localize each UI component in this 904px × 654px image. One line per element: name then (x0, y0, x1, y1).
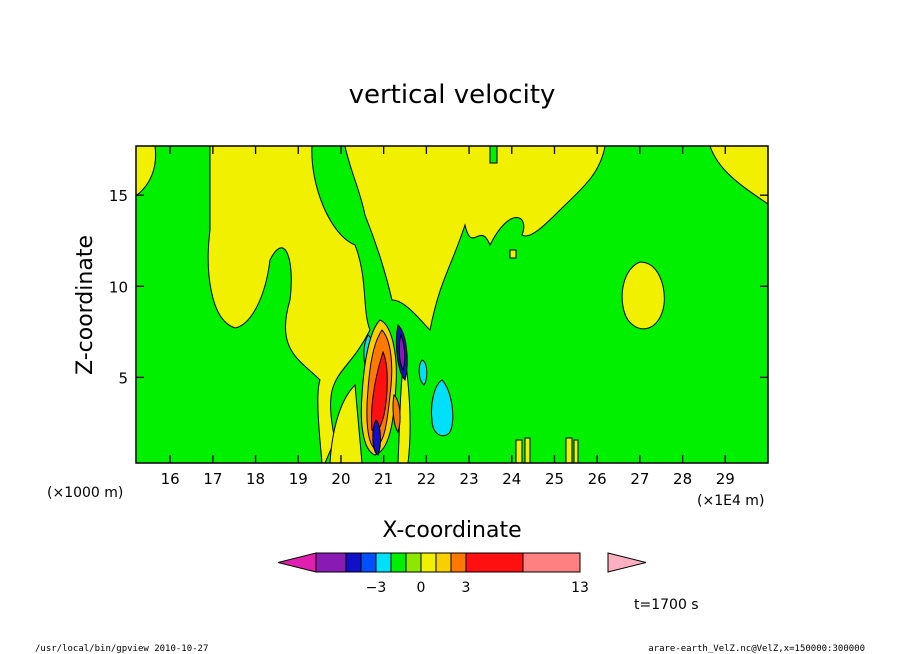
x-tick-label: 21 (374, 470, 393, 488)
x-axis: 16 17 18 19 20 21 22 23 24 25 26 27 28 29 (161, 146, 735, 488)
y-tick-label: 5 (118, 369, 128, 387)
region-yellow-positive (136, 146, 768, 463)
colorbar-label: 0 (417, 580, 426, 596)
colorbar-box (522, 552, 581, 573)
colorbar: −3 0 3 13 (277, 552, 647, 596)
footer-left: /usr/local/bin/gpview 2010-10-27 (35, 644, 208, 654)
x-tick-label: 26 (588, 470, 607, 488)
colorbar-over-triangle (607, 552, 647, 573)
x-tick-label: 20 (331, 470, 350, 488)
colorbar-box (375, 552, 392, 573)
x-tick-label: 18 (246, 470, 265, 488)
x-tick-label: 22 (417, 470, 436, 488)
x-axis-unit-left: (×1000 m) (47, 485, 123, 501)
x-tick-label: 23 (460, 470, 479, 488)
x-tick-label: 17 (203, 470, 222, 488)
colorbar-under-triangle (277, 552, 317, 573)
y-tick-label: 10 (109, 278, 128, 296)
colorbar-label: 13 (571, 580, 589, 596)
region-updraft-core (360, 319, 408, 456)
chart-title: vertical velocity (349, 80, 556, 110)
colorbar-box (465, 552, 524, 573)
colorbar-box (390, 552, 407, 573)
colorbar-label: −3 (366, 580, 387, 596)
colorbar-label: 3 (462, 580, 471, 596)
y-axis-label: Z-coordinate (73, 235, 98, 375)
x-tick-label: 29 (716, 470, 735, 488)
x-tick-label: 16 (161, 470, 180, 488)
colorbar-box (435, 552, 452, 573)
y-axis: 5 10 15 (109, 187, 768, 387)
x-tick-label: 27 (630, 470, 649, 488)
y-tick-label: 15 (109, 187, 128, 205)
colorbar-box (405, 552, 422, 573)
footer-right: arare-earth_VelZ.nc@VelZ,x=150000:300000 (648, 644, 865, 654)
plot-frame (135, 145, 769, 464)
contour-field (136, 146, 768, 463)
x-axis-label: X-coordinate (382, 518, 521, 543)
x-tick-label: 25 (545, 470, 564, 488)
x-tick-label: 28 (673, 470, 692, 488)
colorbar-box (315, 552, 347, 573)
time-label: t=1700 s (634, 597, 699, 613)
x-tick-label: 19 (289, 470, 308, 488)
colorbar-box (420, 552, 437, 573)
colorbar-box (450, 552, 467, 573)
colorbar-box (345, 552, 362, 573)
colorbar-box (360, 552, 377, 573)
x-tick-label: 24 (502, 470, 521, 488)
x-axis-unit-right: (×1E4 m) (697, 493, 764, 509)
